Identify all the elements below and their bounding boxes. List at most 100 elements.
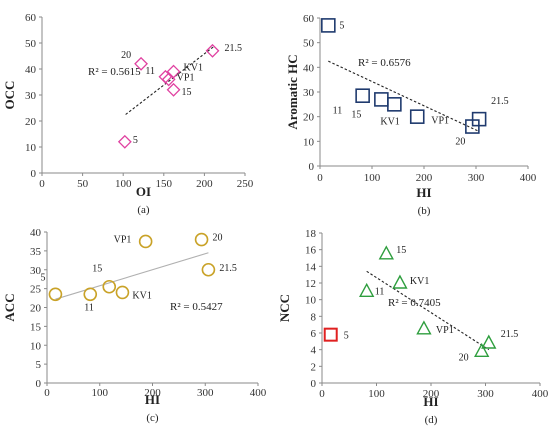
panel-d-y-tick-label: 14 [305, 261, 317, 273]
panel-d-y-tick-label: 2 [311, 361, 317, 373]
panel-a-y-tick-label: 20 [25, 116, 37, 128]
panel-c-point-label: KV1 [132, 290, 151, 301]
panel-d-point-20 [474, 342, 490, 358]
panel-d-y-tick-label: 16 [305, 245, 317, 257]
panel-a-point-label: KV1 [184, 63, 203, 74]
panel-b-point-label: 11 [333, 106, 343, 117]
panel-b-y-tick-label: 20 [303, 112, 315, 124]
panel-c-point-label: 5 [40, 272, 45, 283]
panel-c-point-15 [102, 279, 117, 294]
panel-b-y-tick-label: 60 [303, 13, 315, 25]
panel-d-x-tick-label: 400 [532, 388, 549, 400]
panel-c-y-tick-label: 15 [30, 321, 42, 333]
panel-b-x-tick-label: 300 [468, 172, 485, 184]
panel-b-point-11 [355, 88, 370, 103]
panel-d-y-tick-label: 8 [311, 311, 317, 323]
panel-c-y-tick-label: 25 [30, 284, 42, 296]
panel-b-point-label: 20 [455, 137, 465, 148]
panel-d-point-21-5 [481, 334, 497, 349]
panel-c-point-label: 15 [92, 264, 102, 275]
panel-d-point-kv1 [392, 274, 408, 289]
panel-b-point-15 [374, 92, 389, 107]
panel-a-point-label: 21.5 [225, 43, 243, 54]
panel-b-point-21-5 [471, 111, 487, 127]
panel-d-point-label: KV1 [410, 276, 429, 287]
panel-c-y-axis-label: ACC [2, 293, 17, 321]
panel-b-point-label: 5 [339, 20, 344, 31]
panel-a-point-vp1 [161, 72, 176, 87]
panel-a-point-label: 5 [133, 135, 138, 146]
panel-d-point-5 [323, 327, 338, 342]
panel-d-point-label: 11 [375, 286, 385, 297]
panel-c-caption: (c) [146, 412, 159, 424]
panel-c-y-tick-label: 35 [30, 246, 42, 258]
panel-d-point-label: VP1 [436, 325, 454, 336]
panel-d-y-tick-label: 4 [311, 345, 317, 357]
panel-a-x-tick-label: 250 [237, 178, 254, 190]
panel-a-point-label: VP1 [177, 72, 195, 83]
panel-c-y-tick-label: 30 [30, 265, 42, 277]
panel-c-y-tick-label: 20 [30, 303, 42, 315]
panel-a-y-tick-label: 60 [25, 12, 37, 24]
panel-b-x-tick-label: 200 [416, 172, 433, 184]
panel-b-point-kv1 [387, 97, 402, 112]
panel-a-point-label: 15 [182, 87, 192, 98]
panel-b-y-tick-label: 40 [303, 62, 315, 74]
panel-a-y-tick-label: 30 [25, 90, 37, 102]
panel-b-point-vp1 [409, 109, 425, 124]
panel-d-x-tick-label: 0 [319, 388, 325, 400]
panel-a-x-axis-label: OI [136, 184, 151, 199]
panel-b-point-label: 15 [351, 109, 361, 120]
panel-a-point-label: 11 [145, 66, 155, 77]
panel-d-point-11 [359, 282, 375, 298]
panel-d-y-tick-label: 6 [311, 328, 317, 340]
panel-a-caption: (a) [137, 204, 150, 216]
panel-a-y-tick-label: 10 [25, 142, 37, 154]
panel-a-y-tick-label: 0 [31, 168, 37, 180]
panel-c-y-tick-label: 40 [30, 227, 42, 239]
panel-a-x-tick-label: 200 [196, 178, 213, 190]
panel-b-y-tick-label: 0 [309, 161, 315, 173]
panel-a-point-20 [134, 56, 148, 71]
panel-a-y-tick-label: 40 [25, 64, 37, 76]
panel-c-trendline [55, 252, 209, 300]
panel-c-r2-annotation: R² = 0.5427 [170, 301, 223, 313]
panel-d-r2-annotation: R² = 0.7405 [388, 297, 441, 309]
panel-b-y-tick-label: 50 [303, 38, 315, 50]
panel-d-x-axis-label: HI [423, 394, 438, 409]
panel-a-point-label: 20 [121, 50, 131, 61]
panel-c-x-tick-label: 0 [44, 387, 50, 399]
panel-b-y-tick-label: 10 [303, 136, 315, 148]
panel-d-x-tick-label: 100 [368, 388, 385, 400]
panel-d-x-tick-label: 200 [423, 388, 440, 400]
panel-a-trendline [125, 46, 214, 115]
panel-c-y-tick-label: 10 [30, 340, 42, 352]
panel-c-point-11 [83, 287, 98, 302]
panel-d-y-axis-label: NCC [277, 294, 292, 322]
panel-c-point-kv1 [115, 285, 130, 300]
panel-d-caption: (d) [425, 414, 438, 426]
panel-b-x-axis-label: HI [416, 185, 431, 200]
panel-a-x-tick-label: 50 [77, 178, 89, 190]
panel-c-point-label: 20 [213, 233, 223, 244]
panel-d-y-tick-label: 12 [305, 278, 316, 290]
panel-c-y-tick-label: 5 [36, 359, 42, 371]
panel-c-x-tick-label: 100 [92, 387, 109, 399]
panel-d-point-label: 5 [344, 331, 349, 342]
panel-d-point-label: 21.5 [501, 329, 519, 340]
panel-d-trendline [366, 270, 490, 351]
panel-d-y-tick-label: 18 [305, 228, 317, 240]
panel-b-y-axis-label: Aromatic HC [285, 54, 300, 129]
panel-b-point-label: KV1 [380, 116, 399, 127]
panel-c-point-20 [194, 232, 209, 247]
panel-a-point-15 [166, 82, 181, 97]
panel-b-caption: (b) [418, 205, 431, 217]
panel-a-x-tick-label: 0 [39, 178, 45, 190]
panel-b-point-label: 21.5 [491, 96, 509, 107]
panel-c-point-label: 21.5 [219, 263, 237, 274]
panel-d-point-vp1 [416, 320, 432, 335]
panel-b-point-5 [321, 18, 336, 33]
panel-a-x-tick-label: 100 [115, 178, 132, 190]
panel-b-point-label: VP1 [431, 116, 449, 127]
